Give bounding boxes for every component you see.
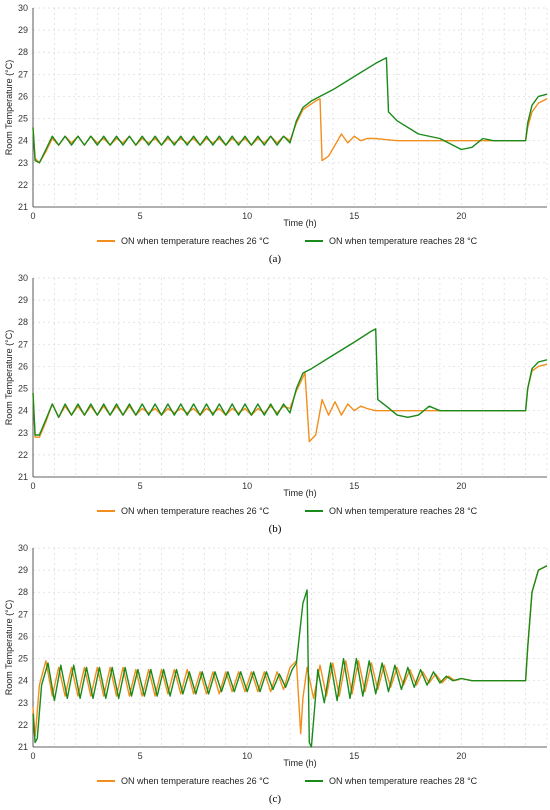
x-tick-label: 15	[349, 751, 359, 761]
y-tick-label: 22	[18, 180, 28, 190]
series-line-26c	[32, 97, 548, 164]
y-axis-title: Room Temperature (°C)	[4, 60, 14, 155]
chart-panel-b: 21 22 23 24 25 26 27 28 29 30 0 5 10 15 20 Time (h) Room…	[4, 273, 548, 535]
y-tick-label: 22	[18, 720, 28, 730]
x-tick-label: 5	[138, 211, 143, 221]
legend-label: ON when temperature reaches 26 °C	[121, 506, 270, 516]
y-tick-label: 28	[18, 47, 28, 57]
y-tick-label: 23	[18, 428, 28, 438]
x-tick-label: 20	[456, 481, 466, 491]
y-tick-label: 23	[18, 158, 28, 168]
y-tick-label: 27	[18, 609, 28, 619]
x-tick-label: 0	[30, 751, 35, 761]
y-tick-label: 30	[18, 3, 28, 13]
y-tick-label: 29	[18, 565, 28, 575]
x-tick-label: 15	[349, 481, 359, 491]
x-tick-label: 10	[242, 481, 252, 491]
x-tick-label: 5	[138, 751, 143, 761]
y-tick-label: 29	[18, 295, 28, 305]
series-line-28c	[32, 57, 548, 164]
legend-label: ON when temperature reaches 26 °C	[121, 776, 270, 786]
y-tick-label: 23	[18, 698, 28, 708]
y-tick-label: 27	[18, 339, 28, 349]
legend-label: ON when temperature reaches 28 °C	[329, 776, 478, 786]
y-tick-label: 25	[18, 654, 28, 664]
y-tick-label: 25	[18, 114, 28, 124]
x-tick-label: 10	[242, 751, 252, 761]
x-tick-label: 5	[138, 481, 143, 491]
x-axis-title: Time (h)	[283, 218, 316, 228]
panel-caption: (a)	[269, 253, 282, 265]
y-tick-label: 28	[18, 317, 28, 327]
x-axis-title: Time (h)	[283, 488, 316, 498]
x-tick-label: 20	[456, 211, 466, 221]
y-tick-label: 26	[18, 91, 28, 101]
y-tick-label: 24	[18, 676, 28, 686]
y-tick-label: 21	[18, 742, 28, 752]
x-tick-label: 10	[242, 211, 252, 221]
y-axis-title: Room Temperature (°C)	[4, 600, 14, 695]
legend-label: ON when temperature reaches 28 °C	[329, 506, 478, 516]
y-tick-label: 21	[18, 202, 28, 212]
chart-panel-c: 21 22 23 24 25 26 27 28 29 30 0 5 10 15 20 Time (h) Room…	[4, 543, 548, 805]
y-tick-label: 30	[18, 273, 28, 283]
y-tick-label: 22	[18, 450, 28, 460]
y-tick-label: 28	[18, 587, 28, 597]
series-line-26c	[32, 565, 548, 737]
x-tick-label: 0	[30, 481, 35, 491]
y-tick-label: 24	[18, 136, 28, 146]
y-axis-title: Room Temperature (°C)	[4, 330, 14, 425]
x-tick-label: 20	[456, 751, 466, 761]
chart-panel-a: 21 22 23 24 25 26 27 28 29 30 0 5 10 15 20 Time (h) Room…	[4, 3, 548, 265]
y-tick-label: 25	[18, 384, 28, 394]
x-tick-label: 15	[349, 211, 359, 221]
panel-caption: (b)	[269, 523, 282, 535]
y-tick-label: 26	[18, 631, 28, 641]
y-tick-label: 24	[18, 406, 28, 416]
series-line-28c	[32, 328, 548, 436]
x-axis-title: Time (h)	[283, 758, 316, 768]
series-line-28c	[32, 565, 548, 748]
legend-label: ON when temperature reaches 26 °C	[121, 236, 270, 246]
y-tick-label: 30	[18, 543, 28, 553]
y-tick-label: 29	[18, 25, 28, 35]
y-tick-label: 26	[18, 361, 28, 371]
legend-label: ON when temperature reaches 28 °C	[329, 236, 478, 246]
panel-caption: (c)	[269, 793, 282, 805]
x-tick-label: 0	[30, 211, 35, 221]
y-tick-label: 21	[18, 472, 28, 482]
y-tick-label: 27	[18, 69, 28, 79]
